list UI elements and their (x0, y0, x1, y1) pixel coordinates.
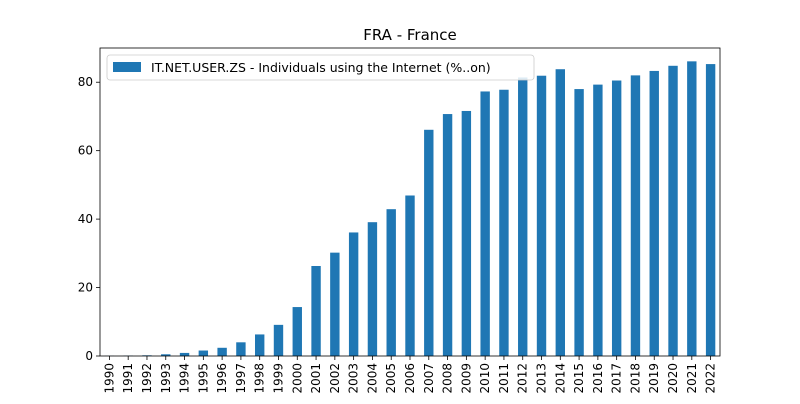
x-tick-label-2019: 2019 (647, 363, 661, 394)
y-tick-label-80: 80 (78, 75, 93, 89)
legend-swatch (113, 62, 141, 72)
x-tick-label-2005: 2005 (384, 363, 398, 394)
x-tick-label-2013: 2013 (535, 363, 549, 394)
bar-2017 (612, 81, 621, 356)
x-tick-label-1998: 1998 (253, 363, 267, 394)
x-tick-label-2022: 2022 (704, 363, 718, 394)
bar-2012 (518, 77, 527, 356)
bar-2013 (537, 76, 546, 356)
bar-1994 (180, 353, 189, 356)
x-axis: 1990 1991 1992 1993 1994 1995 1996 1997 1998 1999… (102, 356, 717, 394)
x-tick-label-2002: 2002 (328, 363, 342, 394)
bar-2016 (593, 85, 602, 356)
y-tick-label-20: 20 (78, 281, 93, 295)
x-tick-label-2006: 2006 (403, 363, 417, 394)
x-tick-label-2017: 2017 (610, 363, 624, 394)
bars-group (105, 61, 716, 356)
bar-2020 (668, 66, 677, 356)
bar-2014 (556, 69, 565, 356)
bar-2004 (368, 222, 377, 356)
legend: IT.NET.USER.ZS - Individuals using the I… (107, 55, 534, 80)
bar-1998 (255, 334, 264, 356)
bar-1999 (274, 325, 283, 356)
y-tick-label-0: 0 (85, 349, 93, 363)
bar-2019 (650, 71, 659, 356)
bar-2010 (480, 91, 489, 356)
x-tick-label-2000: 2000 (290, 363, 304, 394)
x-tick-label-2001: 2001 (309, 363, 323, 394)
x-tick-label-1991: 1991 (121, 363, 135, 394)
x-tick-label-1992: 1992 (140, 363, 154, 394)
chart-title: FRA - France (363, 26, 457, 44)
bar-2003 (349, 232, 358, 356)
x-tick-label-2016: 2016 (591, 363, 605, 394)
x-tick-label-1997: 1997 (234, 363, 248, 394)
bar-2008 (443, 114, 452, 356)
x-tick-label-2014: 2014 (553, 363, 567, 394)
bar-2007 (424, 130, 433, 356)
bar-1997 (236, 342, 245, 356)
x-tick-label-2009: 2009 (459, 363, 473, 394)
bar-2005 (387, 209, 396, 356)
bar-2018 (631, 75, 640, 356)
bar-2002 (330, 253, 339, 356)
x-tick-label-2008: 2008 (441, 363, 455, 394)
bar-2001 (311, 266, 320, 356)
bar-2022 (706, 64, 715, 356)
x-tick-label-2015: 2015 (572, 363, 586, 394)
x-tick-label-2012: 2012 (516, 363, 530, 394)
bar-2011 (499, 90, 508, 356)
y-axis: 0 20 40 60 80 (78, 75, 100, 363)
x-tick-label-2003: 2003 (347, 363, 361, 394)
y-tick-label-60: 60 (78, 144, 93, 158)
x-tick-label-2004: 2004 (365, 363, 379, 394)
x-tick-label-2020: 2020 (666, 363, 680, 394)
bar-1996 (217, 348, 226, 356)
bar-1995 (199, 351, 208, 356)
x-tick-label-1995: 1995 (196, 363, 210, 394)
bar-2009 (462, 111, 471, 356)
legend-label: IT.NET.USER.ZS - Individuals using the I… (151, 60, 491, 75)
x-tick-label-2010: 2010 (478, 363, 492, 394)
x-tick-label-2011: 2011 (497, 363, 511, 394)
bar-2015 (574, 89, 583, 356)
x-tick-label-1996: 1996 (215, 363, 229, 394)
x-tick-label-2021: 2021 (685, 363, 699, 394)
x-tick-label-1993: 1993 (159, 363, 173, 394)
bar-2000 (293, 307, 302, 356)
bar-2021 (687, 61, 696, 356)
y-tick-label-40: 40 (78, 212, 93, 226)
x-tick-label-1990: 1990 (102, 363, 116, 394)
x-tick-label-1994: 1994 (178, 363, 192, 394)
x-tick-label-2007: 2007 (422, 363, 436, 394)
x-tick-label-2018: 2018 (628, 363, 642, 394)
x-tick-label-1999: 1999 (271, 363, 285, 394)
bar-2006 (405, 195, 414, 356)
